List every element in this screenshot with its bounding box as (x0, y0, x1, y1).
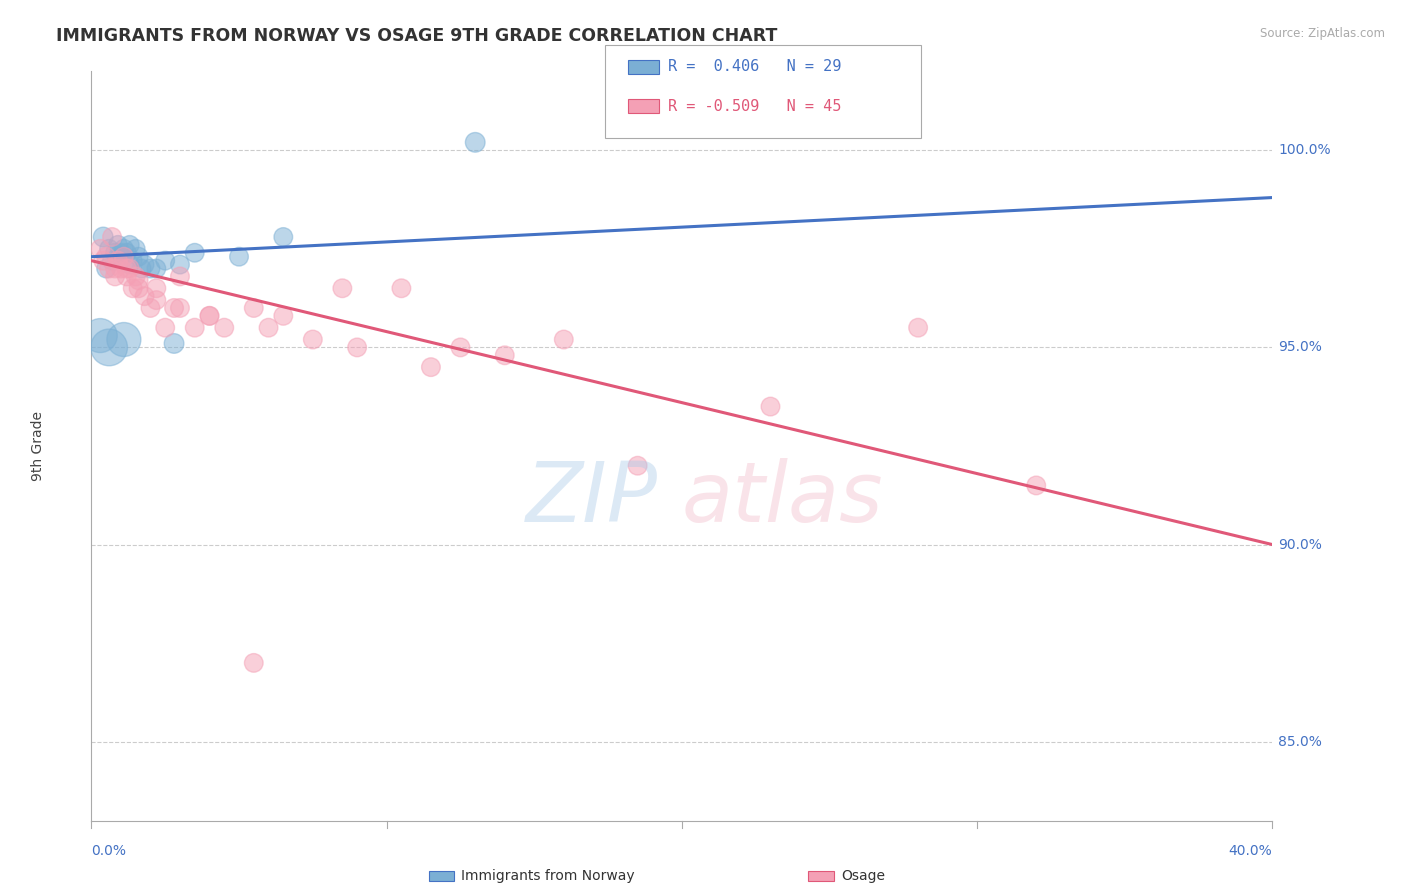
Point (124, 269, 148, 284)
Point (110, 245, 132, 260)
Text: 9th Grade: 9th Grade (31, 411, 45, 481)
Point (101, 230, 124, 244)
Text: 85.0%: 85.0% (1278, 735, 1322, 748)
Point (110, 261, 132, 276)
Text: 40.0%: 40.0% (1229, 845, 1272, 858)
Point (163, 301, 186, 315)
Point (153, 253, 177, 268)
Point (96, 250, 118, 264)
Point (91, 253, 114, 268)
Point (419, 360, 441, 375)
Point (907, 320, 929, 334)
Point (121, 281, 143, 295)
Point (494, 348, 516, 362)
Point (553, 333, 575, 347)
Point (96, 261, 118, 276)
Point (115, 269, 138, 284)
Point (98, 261, 121, 276)
Point (1025, 478, 1047, 492)
Point (243, 656, 266, 670)
Point (118, 261, 141, 276)
Point (391, 281, 413, 295)
Point (198, 309, 221, 323)
Point (464, 136, 486, 150)
Text: IMMIGRANTS FROM NORWAY VS OSAGE 9TH GRADE CORRELATION CHART: IMMIGRANTS FROM NORWAY VS OSAGE 9TH GRAD… (56, 27, 778, 45)
Point (228, 250, 250, 264)
Point (115, 245, 138, 260)
Text: ZIP: ZIP (526, 458, 658, 539)
Point (110, 250, 132, 264)
Point (91, 230, 114, 244)
Text: 0.0%: 0.0% (91, 845, 127, 858)
Point (759, 400, 782, 414)
Point (169, 258, 191, 272)
Point (128, 273, 150, 287)
Point (139, 301, 162, 315)
Text: Immigrants from Norway: Immigrants from Norway (461, 869, 634, 883)
Point (301, 333, 323, 347)
Point (107, 238, 129, 252)
Point (257, 320, 280, 334)
Point (183, 320, 207, 334)
Point (101, 253, 124, 268)
Point (124, 242, 148, 256)
Point (89, 242, 111, 256)
Point (107, 253, 129, 268)
Point (145, 281, 167, 295)
Point (131, 261, 153, 276)
Point (128, 250, 150, 264)
Point (169, 301, 191, 315)
Point (104, 269, 127, 284)
Point (121, 253, 143, 268)
Point (346, 340, 368, 354)
Point (112, 242, 135, 256)
Point (115, 261, 138, 276)
Text: 95.0%: 95.0% (1278, 341, 1322, 354)
Text: R =  0.406   N = 29: R = 0.406 N = 29 (668, 60, 841, 74)
Text: Source: ZipAtlas.com: Source: ZipAtlas.com (1260, 27, 1385, 40)
Point (89, 328, 111, 343)
Point (627, 458, 650, 473)
Point (169, 269, 191, 284)
Text: 90.0%: 90.0% (1278, 538, 1322, 551)
Point (163, 336, 186, 351)
Point (243, 301, 266, 315)
Point (153, 320, 177, 334)
Point (273, 309, 295, 323)
Point (214, 320, 236, 334)
Point (332, 281, 354, 295)
Point (118, 258, 141, 272)
Point (145, 261, 167, 276)
Point (128, 281, 150, 295)
Point (112, 250, 135, 264)
Point (134, 289, 156, 303)
Text: R = -0.509   N = 45: R = -0.509 N = 45 (668, 99, 841, 113)
Point (450, 340, 472, 354)
Text: atlas: atlas (682, 458, 883, 539)
Point (98, 242, 121, 256)
Point (112, 333, 135, 347)
Point (145, 293, 167, 307)
Point (198, 309, 221, 323)
Point (104, 245, 127, 260)
Point (98, 340, 121, 354)
Point (104, 261, 127, 276)
Text: Osage: Osage (841, 869, 884, 883)
Point (273, 230, 295, 244)
Point (183, 245, 207, 260)
Text: 100.0%: 100.0% (1278, 144, 1331, 157)
Point (139, 261, 162, 276)
Point (118, 238, 141, 252)
Point (134, 258, 156, 272)
